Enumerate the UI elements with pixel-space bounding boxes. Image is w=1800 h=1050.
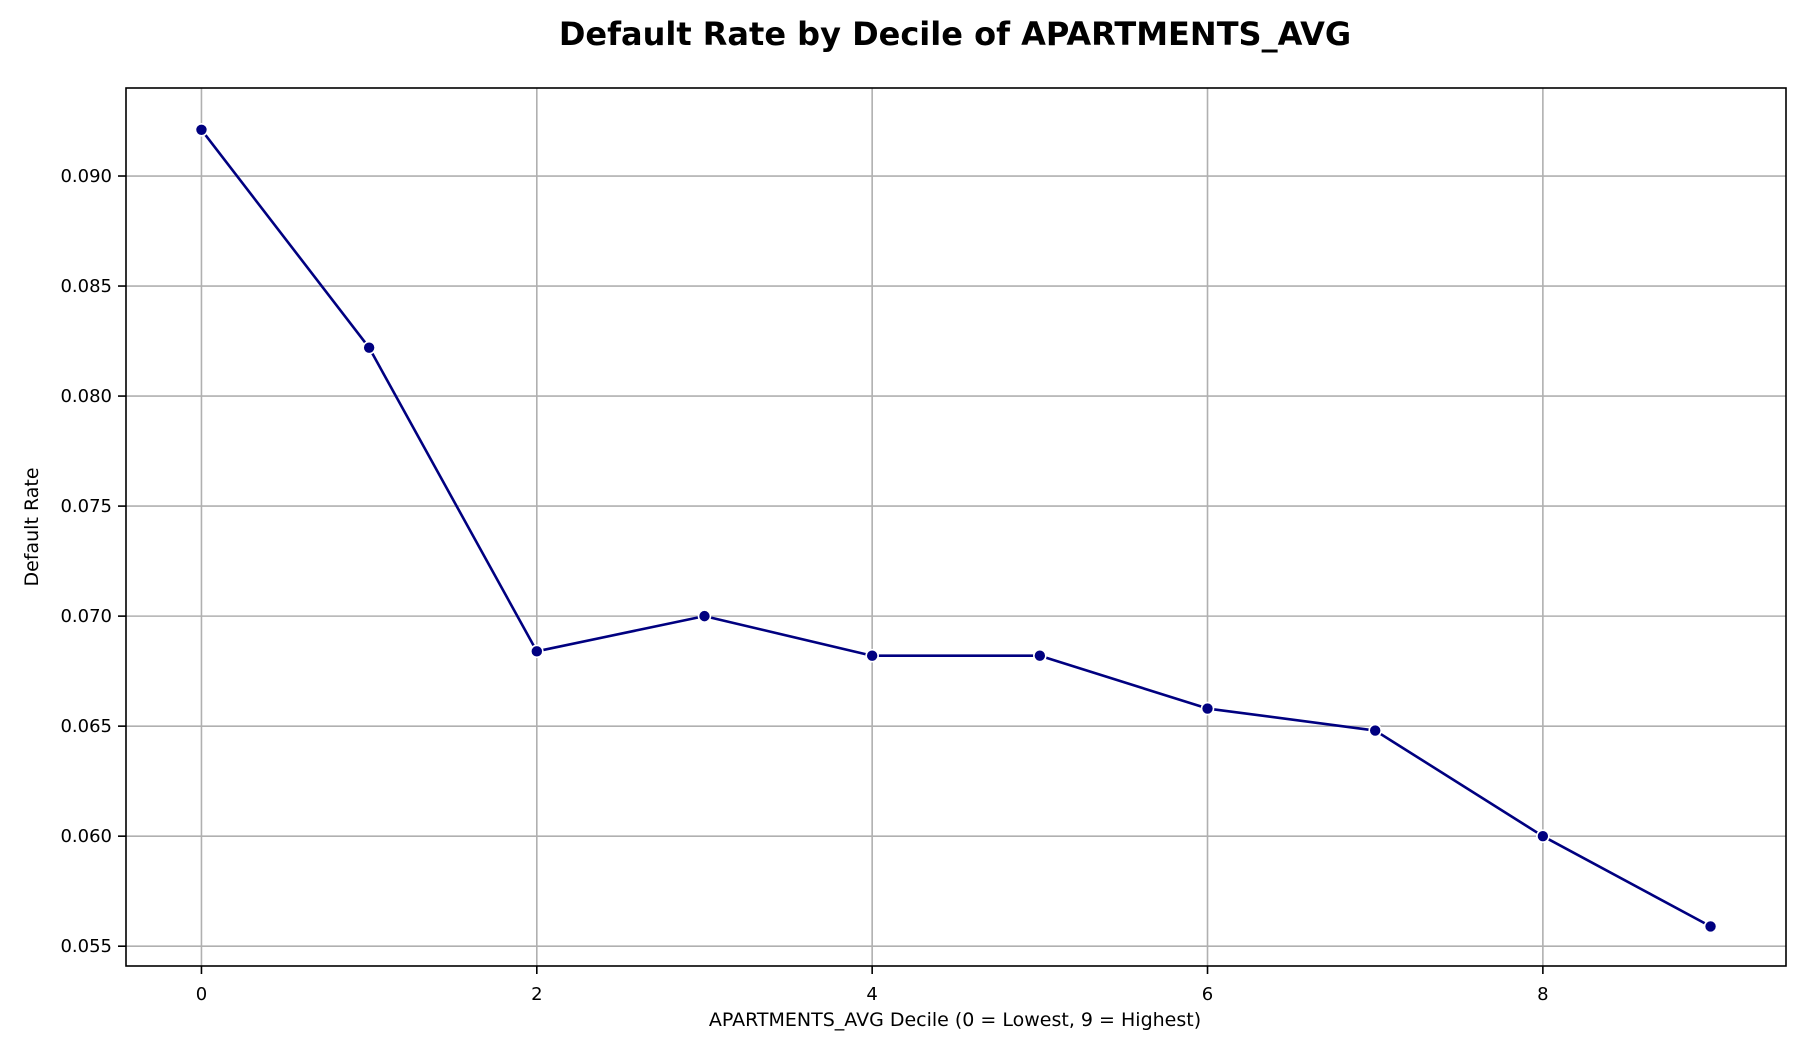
y-tick-label: 0.060 xyxy=(60,826,112,847)
data-point xyxy=(530,644,544,659)
y-axis-label: Default Rate xyxy=(21,467,43,586)
x-tick-label: 4 xyxy=(866,984,877,1005)
y-tick-label: 0.085 xyxy=(60,276,112,297)
y-tick-label: 0.055 xyxy=(60,936,112,957)
grid-lines xyxy=(126,88,1786,966)
data-point xyxy=(362,340,376,355)
x-axis-ticks: 0 2 4 6 8 xyxy=(196,966,1549,1005)
data-point xyxy=(1200,701,1215,716)
y-tick-label: 0.090 xyxy=(60,166,112,187)
x-axis-label: APARTMENTS_AVG Decile (0 = Lowest, 9 = H… xyxy=(709,1009,1201,1031)
data-points xyxy=(194,123,1718,934)
data-point xyxy=(1703,919,1718,934)
data-point xyxy=(1033,648,1047,663)
x-tick-label: 2 xyxy=(531,984,542,1005)
data-point xyxy=(697,609,712,623)
data-point xyxy=(1536,829,1550,843)
y-tick-label: 0.075 xyxy=(60,496,112,517)
data-point xyxy=(1368,723,1382,738)
y-tick-label: 0.080 xyxy=(60,386,112,407)
data-point xyxy=(865,648,879,663)
x-tick-label: 0 xyxy=(196,984,207,1005)
y-tick-label: 0.070 xyxy=(60,606,112,627)
data-point xyxy=(194,123,209,137)
series-line xyxy=(200,129,1712,928)
plot-frame xyxy=(125,87,1787,967)
x-tick-label: 8 xyxy=(1537,984,1548,1005)
series-line-layer xyxy=(200,129,1712,928)
y-axis-ticks: 0.055 0.060 0.065 0.070 0.075 0.080 0.085 0.090 xyxy=(60,166,126,957)
x-tick-label: 6 xyxy=(1202,984,1213,1005)
y-tick-label: 0.065 xyxy=(60,716,112,737)
chart-title: Default Rate by Decile of APARTMENTS_AVG xyxy=(559,15,1351,53)
